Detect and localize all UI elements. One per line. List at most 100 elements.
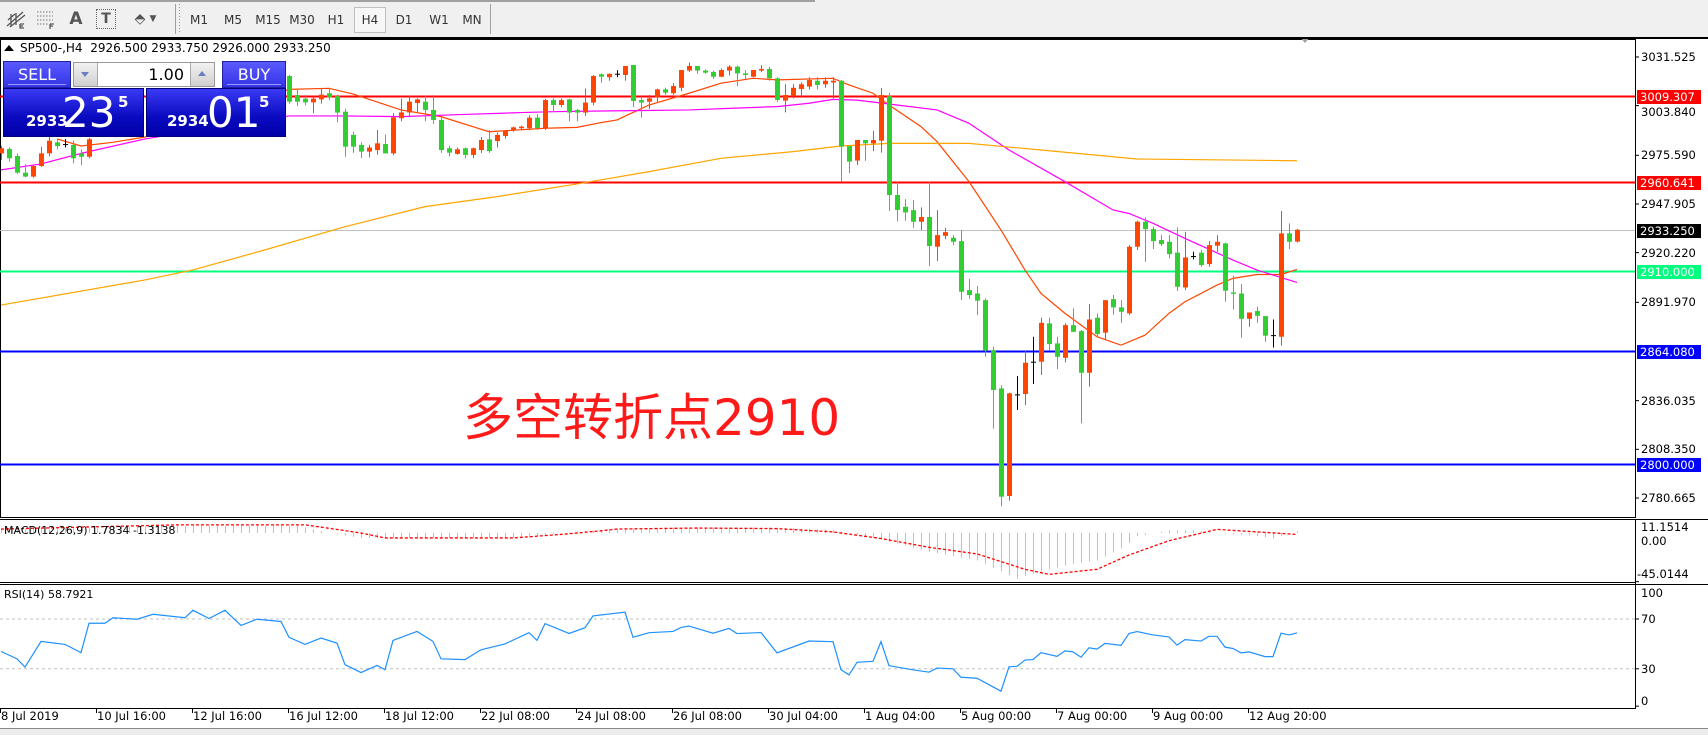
candle	[1215, 235, 1220, 252]
buy-price-fraction: 5	[259, 93, 270, 111]
candle-body	[1239, 293, 1244, 319]
candle-body	[1295, 229, 1300, 242]
candle-body	[455, 149, 460, 154]
candle-body	[727, 66, 732, 71]
candle-body	[759, 68, 764, 71]
candle	[687, 62, 692, 72]
price-axis-label: 2947.905	[1641, 196, 1696, 211]
candle	[711, 70, 716, 79]
candle	[1263, 316, 1268, 342]
timeframe-d1-button[interactable]: D1	[395, 13, 413, 27]
candle	[1279, 211, 1284, 346]
candle	[959, 230, 964, 301]
candle	[1271, 319, 1276, 348]
rsi-axis-label: 0	[1641, 694, 1649, 708]
level-price-label: 3009.307	[1637, 89, 1701, 104]
price-axis-label: 2975.590	[1641, 148, 1696, 163]
lot-increase-button[interactable]	[190, 63, 214, 86]
timeframe-m15-button[interactable]: M15	[255, 13, 281, 27]
candle-body	[15, 155, 20, 173]
candle-body	[1095, 317, 1100, 335]
candle-body	[967, 290, 972, 296]
timeframe-m30-button[interactable]: M30	[289, 13, 315, 27]
candle-body	[887, 96, 892, 196]
timeframe-m5-button[interactable]: M5	[224, 13, 242, 27]
candle	[543, 99, 548, 130]
pivot-annotation[interactable]: 多空转折点2910	[463, 389, 841, 447]
candle-body	[807, 80, 812, 87]
collapse-triangle-icon[interactable]	[4, 45, 14, 51]
candle-body	[487, 139, 492, 152]
price-axis-label: 3031.525	[1641, 49, 1696, 64]
candle	[71, 140, 76, 164]
candle-body	[895, 195, 900, 210]
period-separators-icon[interactable]	[4, 7, 28, 31]
candle	[1135, 220, 1140, 251]
candle-body	[999, 388, 1004, 497]
lot-size-value[interactable]: 1.00	[148, 65, 184, 84]
candle	[655, 88, 660, 102]
sell-button[interactable]: SELL	[3, 61, 71, 88]
timeframe-h4-button[interactable]: H4	[354, 7, 386, 33]
arrows-dropdown-icon[interactable]: ▼	[149, 14, 157, 24]
candle	[775, 77, 780, 102]
candle-body	[383, 144, 388, 154]
candle	[799, 82, 804, 97]
candle-body	[0, 148, 4, 154]
candle-body	[559, 100, 564, 106]
candle	[1247, 312, 1252, 327]
text-box-icon[interactable]: T	[96, 9, 116, 29]
candle	[1175, 227, 1180, 292]
timeframe-w1-button[interactable]: W1	[429, 13, 449, 27]
candle	[1127, 245, 1132, 316]
candle-body	[399, 112, 404, 119]
candle	[319, 88, 324, 104]
candle-body	[991, 350, 996, 390]
candle-body	[623, 65, 628, 75]
candle	[575, 108, 580, 122]
grid-icon[interactable]	[34, 7, 58, 31]
candle-body	[703, 70, 708, 73]
lot-decrease-button[interactable]	[74, 63, 98, 86]
candle	[919, 207, 924, 231]
candle	[335, 94, 340, 123]
toolbar-grip[interactable]	[179, 4, 180, 34]
candle	[31, 165, 36, 178]
candle-body	[1175, 252, 1180, 287]
candle-body	[1135, 221, 1140, 247]
candle-body	[927, 217, 932, 247]
candle-body	[87, 139, 92, 157]
timeframe-m1-button[interactable]: M1	[190, 13, 208, 27]
time-axis-label: 22 Jul 08:00	[481, 709, 550, 723]
sell-price[interactable]: 2933 23 5	[3, 88, 144, 137]
candle-body	[719, 70, 724, 77]
candle	[327, 88, 332, 101]
candle-body	[903, 206, 908, 213]
candle	[887, 93, 892, 211]
candle-body	[1231, 292, 1236, 294]
toolbar-separator	[175, 4, 176, 34]
text-label-icon[interactable]: A	[69, 9, 83, 29]
candle-body	[303, 98, 308, 103]
candle	[1047, 317, 1052, 351]
time-axis-label: 8 Jul 2019	[1, 709, 59, 723]
buy-price-pips: 01	[207, 88, 261, 137]
chart-tabs-bar[interactable]	[0, 728, 1708, 735]
candle-body	[599, 74, 604, 77]
lot-size-field[interactable]: 1.00	[73, 62, 215, 87]
timeframe-h1-button[interactable]: H1	[327, 13, 345, 27]
candle	[695, 65, 700, 74]
candle	[7, 147, 12, 162]
buy-price[interactable]: 2934 01 5	[146, 88, 286, 137]
candle-body	[335, 96, 340, 113]
buy-button[interactable]: BUY	[222, 61, 286, 88]
timeframe-mn-button[interactable]: MN	[462, 13, 482, 27]
arrows-icon[interactable]: ⬘	[134, 11, 146, 27]
candle	[871, 130, 876, 152]
candle	[879, 87, 884, 153]
candle-body	[471, 148, 476, 155]
candle-body	[695, 65, 700, 71]
candle-body	[423, 101, 428, 110]
candle-body	[7, 148, 12, 159]
